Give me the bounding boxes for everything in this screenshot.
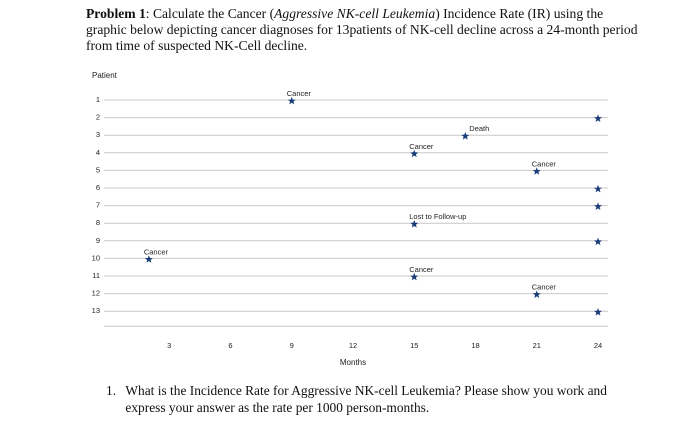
patient-tick-label: 7 <box>96 201 100 210</box>
event-star-marker <box>594 202 602 210</box>
month-tick-label: 15 <box>410 341 418 350</box>
event-star-marker <box>594 184 602 193</box>
y-axis-title: Patient <box>92 71 118 80</box>
patient-tick-label: 1 <box>96 95 100 104</box>
event-label: Cancer <box>532 159 557 168</box>
month-tick-label: 21 <box>533 341 541 350</box>
problem-label: Problem 1 <box>86 6 146 21</box>
patient-tick-label: 13 <box>92 306 100 315</box>
patient-tick-label: 11 <box>92 271 100 280</box>
event-star-marker <box>410 220 419 228</box>
month-tick-label: 12 <box>349 341 357 350</box>
question-text: What is the Incidence Rate for Aggressiv… <box>125 383 607 415</box>
question-number: 1. <box>106 383 117 398</box>
problem-text-a: : Calculate the Cancer ( <box>145 6 275 21</box>
event-label: Cancer <box>287 89 312 98</box>
event-star-marker <box>594 114 602 122</box>
patient-tick-label: 9 <box>96 236 100 245</box>
event-label: Cancer <box>144 247 169 256</box>
patient-tick-label: 12 <box>92 289 100 298</box>
event-star-marker <box>144 255 153 263</box>
question-block: 1. What is the Incidence Rate for Aggres… <box>106 382 626 416</box>
month-tick-label: 24 <box>594 341 602 350</box>
event-star-marker <box>594 308 602 316</box>
problem-text-b: ) Incidence Rate (IR) using the graphic … <box>86 6 638 53</box>
month-tick-label: 6 <box>228 341 232 350</box>
patient-tick-label: 3 <box>96 130 100 139</box>
x-axis-title: Months <box>340 358 366 367</box>
event-label: Cancer <box>409 142 434 151</box>
patient-tick-label: 4 <box>96 148 100 157</box>
problem-italic-disease: Aggressive NK-cell Leukemia <box>274 6 436 21</box>
event-star-marker <box>594 237 602 246</box>
month-tick-label: 9 <box>290 341 294 350</box>
event-label: Death <box>469 124 489 133</box>
problem-statement: Problem 1: Calculate the Cancer (Aggress… <box>86 6 646 54</box>
patient-tick-label: 5 <box>96 165 100 174</box>
event-star-marker <box>410 272 419 281</box>
month-tick-label: 3 <box>167 341 171 350</box>
event-star-marker <box>461 132 470 140</box>
patient-tick-label: 6 <box>96 183 100 192</box>
event-label: Cancer <box>532 283 557 292</box>
event-label: Lost to Follow-up <box>409 212 466 221</box>
patient-tick-label: 2 <box>96 113 100 122</box>
patient-tick-label: 10 <box>92 253 100 262</box>
event-star-marker <box>410 149 419 158</box>
month-tick-label: 18 <box>471 341 479 350</box>
event-star-marker <box>532 290 541 298</box>
event-star-marker <box>532 167 541 175</box>
event-star-marker <box>287 96 296 105</box>
patient-tick-label: 8 <box>96 218 100 227</box>
event-label: Cancer <box>409 265 434 274</box>
